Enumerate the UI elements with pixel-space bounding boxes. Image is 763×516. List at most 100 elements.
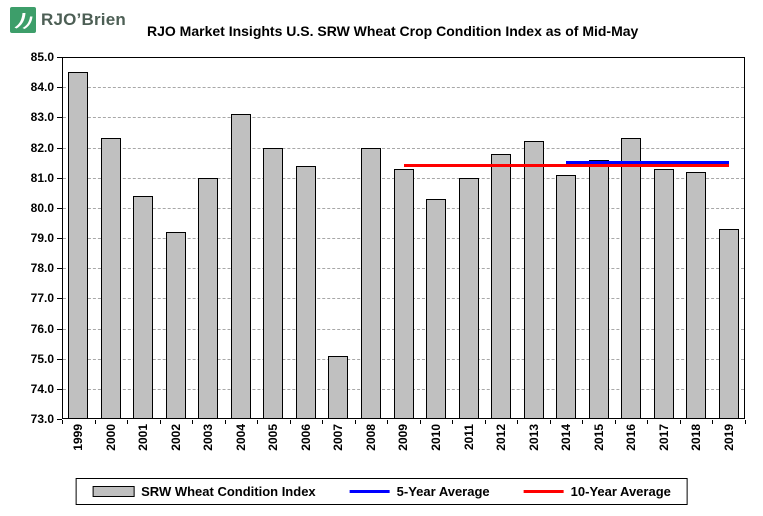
x-tick-label-text: 2015 (591, 424, 606, 451)
bar-2002 (165, 231, 186, 419)
bar-2018 (686, 171, 707, 419)
bar-2003 (198, 177, 219, 419)
chart-title: RJO Market Insights U.S. SRW Wheat Crop … (147, 23, 639, 39)
legend-label: 5-Year Average (396, 484, 490, 499)
x-tick (420, 420, 421, 424)
x-tick-label: 2019 (712, 424, 745, 470)
x-tick-label-text: 2009 (396, 424, 411, 451)
bar-2011 (458, 177, 479, 419)
x-tick-label-text: 2003 (201, 424, 216, 451)
y-tick (57, 388, 62, 390)
chart-legend: SRW Wheat Condition Index 5-Year Average 1… (75, 478, 688, 505)
legend-item: 5-Year Average (349, 484, 490, 499)
bar-2017 (653, 168, 674, 419)
y-tick (57, 238, 62, 239)
x-tick-label-text: 2005 (266, 424, 281, 451)
bar-swatch (92, 486, 135, 497)
x-tick (290, 420, 291, 424)
y-tick (57, 87, 62, 89)
bar-2019 (718, 228, 739, 419)
x-tick-label-text: 2018 (689, 424, 704, 451)
y-tick (57, 268, 62, 270)
y-tick-label: 79.0 (30, 231, 54, 245)
x-tick (225, 420, 226, 424)
y-tick-label: 80.0 (30, 200, 54, 215)
y-tick-label: 75.0 (30, 351, 54, 366)
bar-2012 (491, 153, 512, 419)
y-tick (57, 177, 62, 179)
gridline (63, 87, 744, 89)
x-tick-label: 2005 (257, 424, 290, 470)
y-tick (57, 57, 62, 58)
x-tick-label-text: 2006 (298, 424, 313, 451)
x-tick-label: 2004 (225, 424, 258, 470)
y-tick-label: 81.0 (30, 170, 54, 185)
bar-2013 (523, 141, 544, 419)
x-tick-label: 2006 (290, 424, 323, 470)
x-tick (62, 420, 63, 424)
y-tick-label: 73.0 (30, 412, 54, 426)
x-tick (257, 420, 258, 424)
x-tick (485, 420, 486, 424)
x-tick (647, 420, 648, 424)
bar-2007 (328, 355, 349, 419)
x-tick-label-text: 2002 (168, 424, 183, 451)
bar-2004 (230, 114, 251, 419)
x-tick-label-text: 1999 (71, 424, 86, 451)
x-tick (160, 420, 161, 424)
y-tick (57, 328, 62, 330)
x-tick-label-text: 2004 (233, 424, 248, 451)
x-tick (387, 420, 388, 424)
10-year-average-line (403, 163, 729, 167)
legend-label: 10-Year Average (570, 484, 671, 499)
x-tick-label-text: 2007 (331, 424, 346, 451)
x-tick (582, 420, 583, 424)
5-year-average-line (566, 160, 729, 164)
x-tick-label: 2008 (355, 424, 388, 470)
x-tick-label-text: 2001 (136, 424, 151, 451)
bar-2014 (556, 174, 577, 419)
bar-2010 (426, 198, 447, 419)
bar-2001 (133, 195, 154, 419)
bar-2008 (360, 147, 381, 419)
rjo-logo-icon (10, 7, 36, 33)
x-tick (452, 420, 453, 424)
x-tick-label-text: 2016 (624, 424, 639, 451)
bar-2016 (621, 138, 642, 419)
y-tick-label: 74.0 (30, 381, 54, 396)
y-tick (57, 147, 62, 149)
x-tick-label: 2007 (322, 424, 355, 470)
y-tick-label: 85.0 (30, 50, 54, 64)
gridline (63, 147, 744, 149)
y-tick (57, 117, 62, 119)
x-tick (680, 420, 681, 424)
x-tick-label: 2014 (550, 424, 583, 470)
x-tick-label-text: 2014 (559, 424, 574, 451)
x-tick-label: 2012 (485, 424, 518, 470)
x-tick-label: 2000 (95, 424, 128, 470)
x-tick-label-text: 2019 (721, 424, 736, 451)
x-tick-label-text: 2010 (429, 424, 443, 451)
x-tick-label-text: 2013 (526, 424, 541, 451)
x-tick (745, 420, 746, 424)
y-tick (57, 207, 62, 209)
y-tick-label: 84.0 (30, 80, 54, 95)
x-tick (615, 420, 616, 424)
y-tick (57, 419, 62, 420)
y-tick (57, 358, 62, 360)
x-tick-label: 2001 (127, 424, 160, 470)
bar-2015 (588, 159, 609, 419)
x-tick-label-text: 2012 (494, 424, 509, 451)
x-tick (517, 420, 518, 424)
x-tick-label-text: 2011 (461, 424, 476, 451)
x-tick-label: 2017 (647, 424, 680, 470)
line-swatch (349, 490, 390, 493)
x-tick-label: 2002 (160, 424, 193, 470)
legend-item: SRW Wheat Condition Index (92, 484, 316, 499)
x-tick-label: 2016 (615, 424, 648, 470)
gridline (63, 117, 744, 119)
bar-2000 (100, 138, 121, 419)
x-tick (712, 420, 713, 424)
x-tick-label: 2011 (452, 424, 485, 470)
